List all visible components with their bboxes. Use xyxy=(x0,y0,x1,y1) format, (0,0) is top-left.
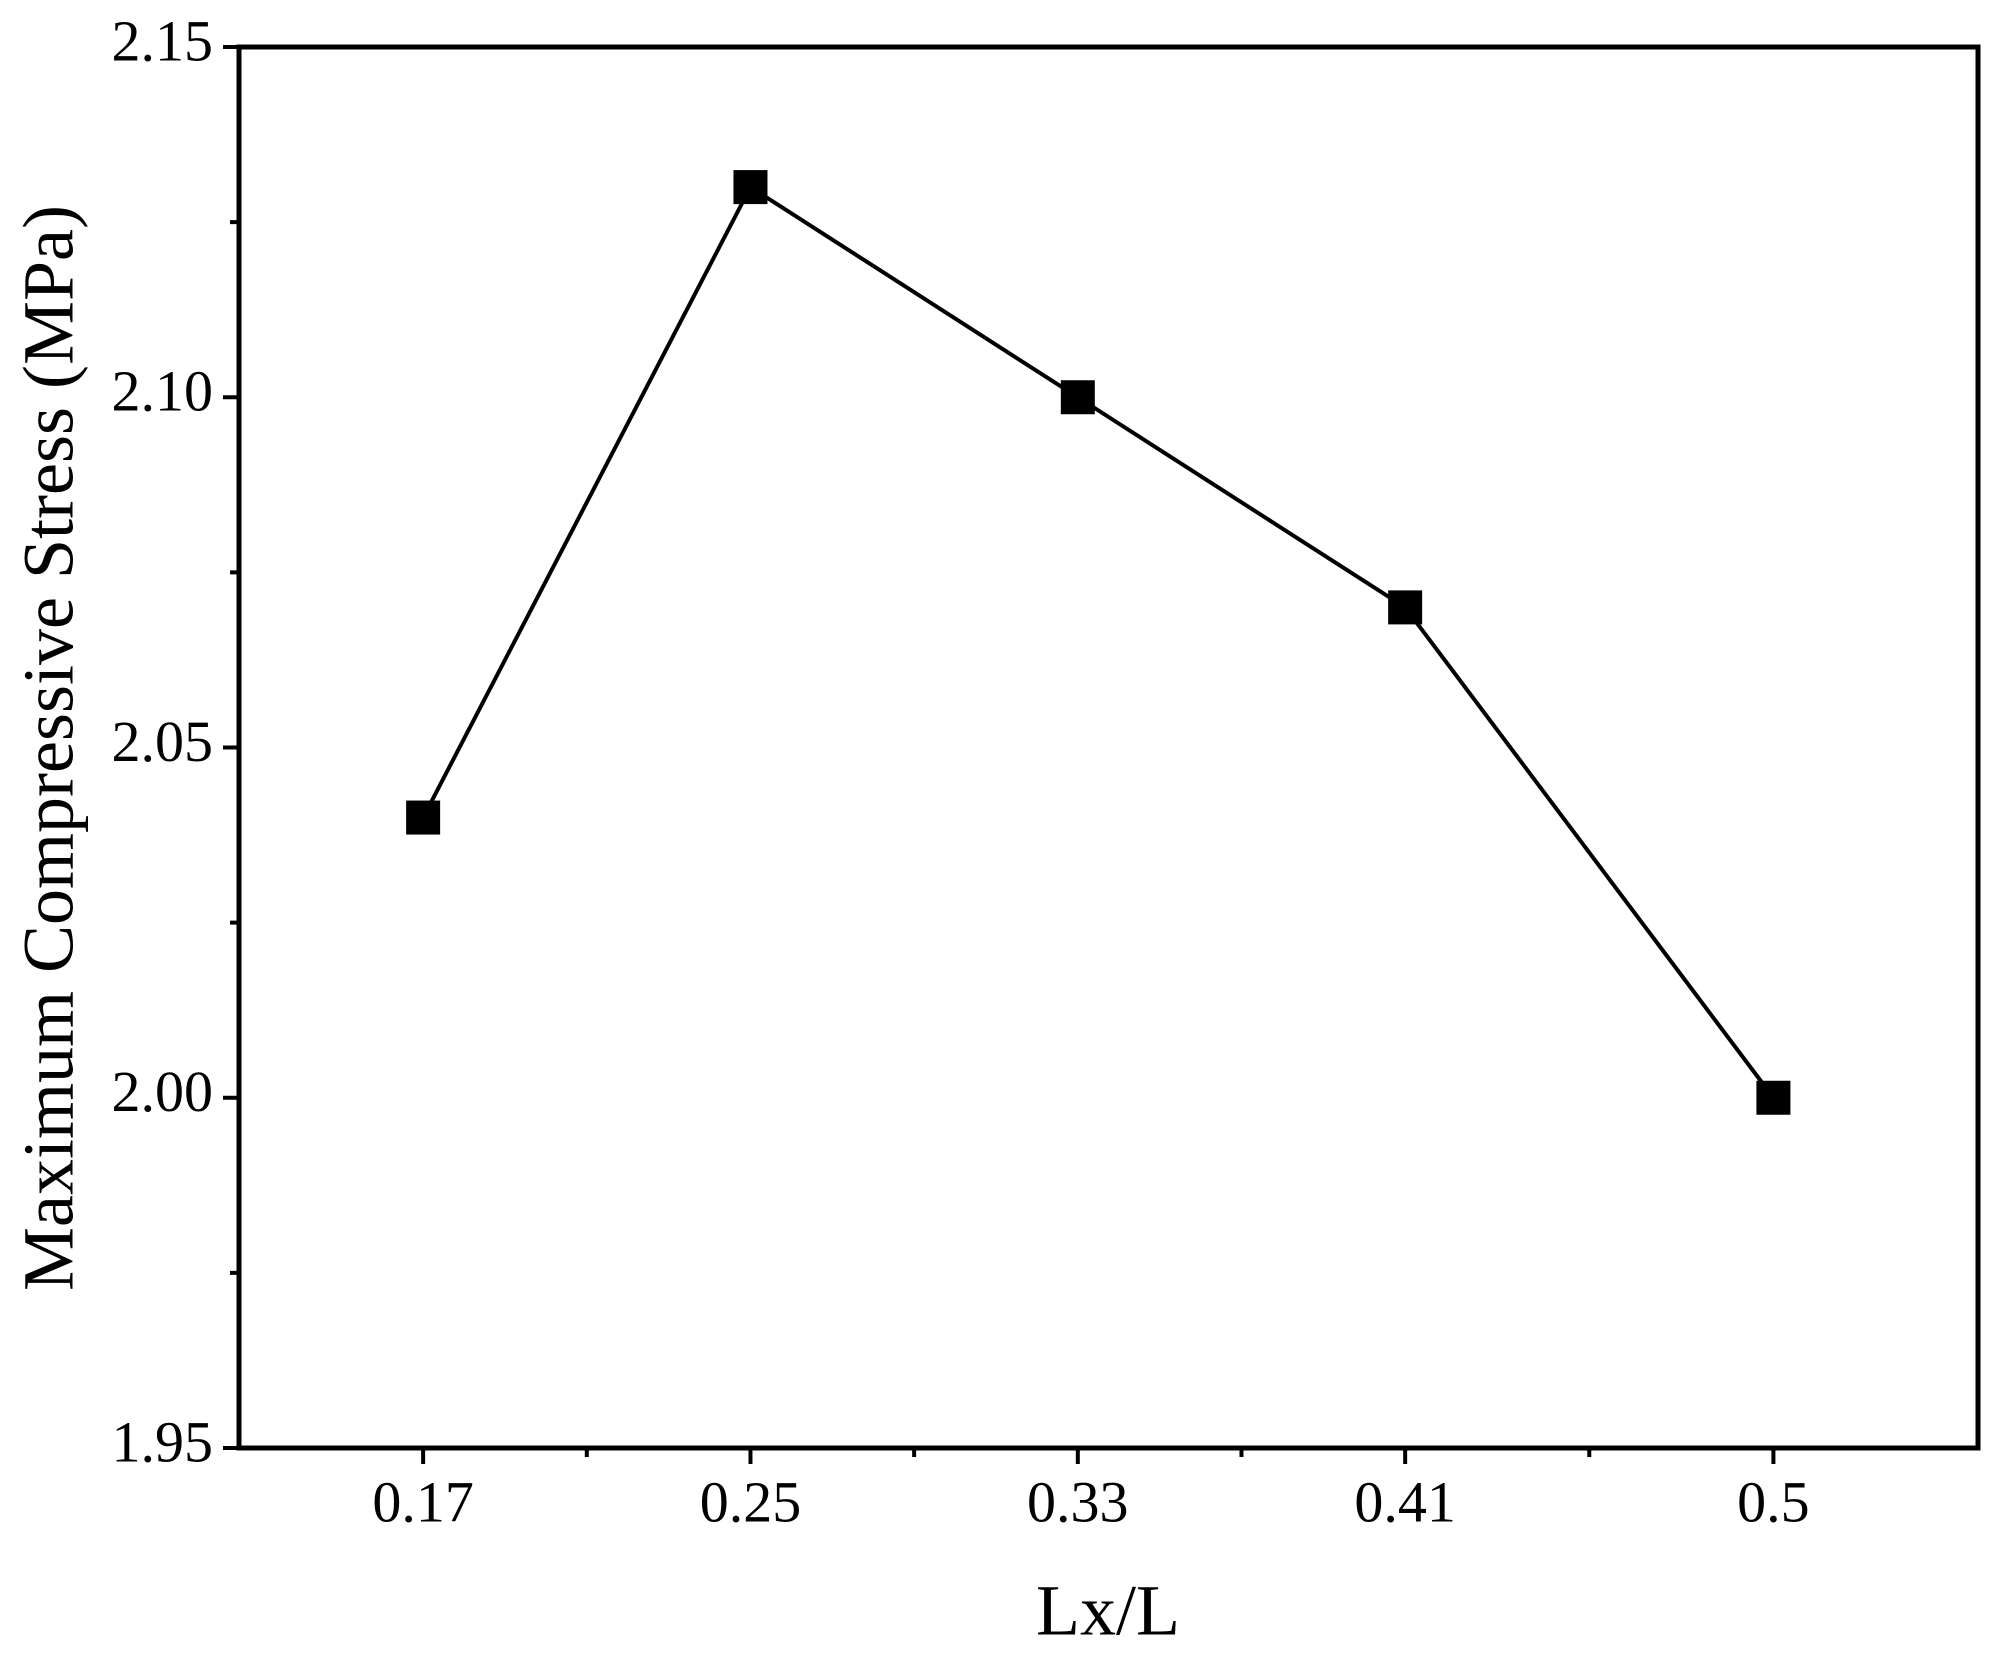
x-tick-label: 0.25 xyxy=(700,1469,802,1534)
y-tick-label: 2.15 xyxy=(112,8,214,73)
x-tick-label: 0.33 xyxy=(1027,1469,1129,1534)
y-tick-label: 2.00 xyxy=(112,1059,214,1124)
data-marker xyxy=(406,800,441,835)
x-axis-title: Lx/L xyxy=(1036,1571,1180,1651)
data-marker xyxy=(1060,380,1095,415)
data-marker xyxy=(1388,590,1423,625)
x-tick-label: 0.5 xyxy=(1737,1469,1810,1534)
y-tick-label: 1.95 xyxy=(112,1409,214,1474)
data-marker xyxy=(733,170,768,205)
plot-frame xyxy=(236,44,1981,1451)
y-axis-title: Maximum Compressive Stress (MPa) xyxy=(9,205,89,1291)
y-tick-label: 2.10 xyxy=(112,359,214,424)
y-tick-label: 2.05 xyxy=(112,709,214,774)
x-tick-label: 0.41 xyxy=(1354,1469,1456,1534)
x-tick-label: 0.17 xyxy=(372,1469,474,1534)
data-marker xyxy=(1756,1080,1791,1115)
